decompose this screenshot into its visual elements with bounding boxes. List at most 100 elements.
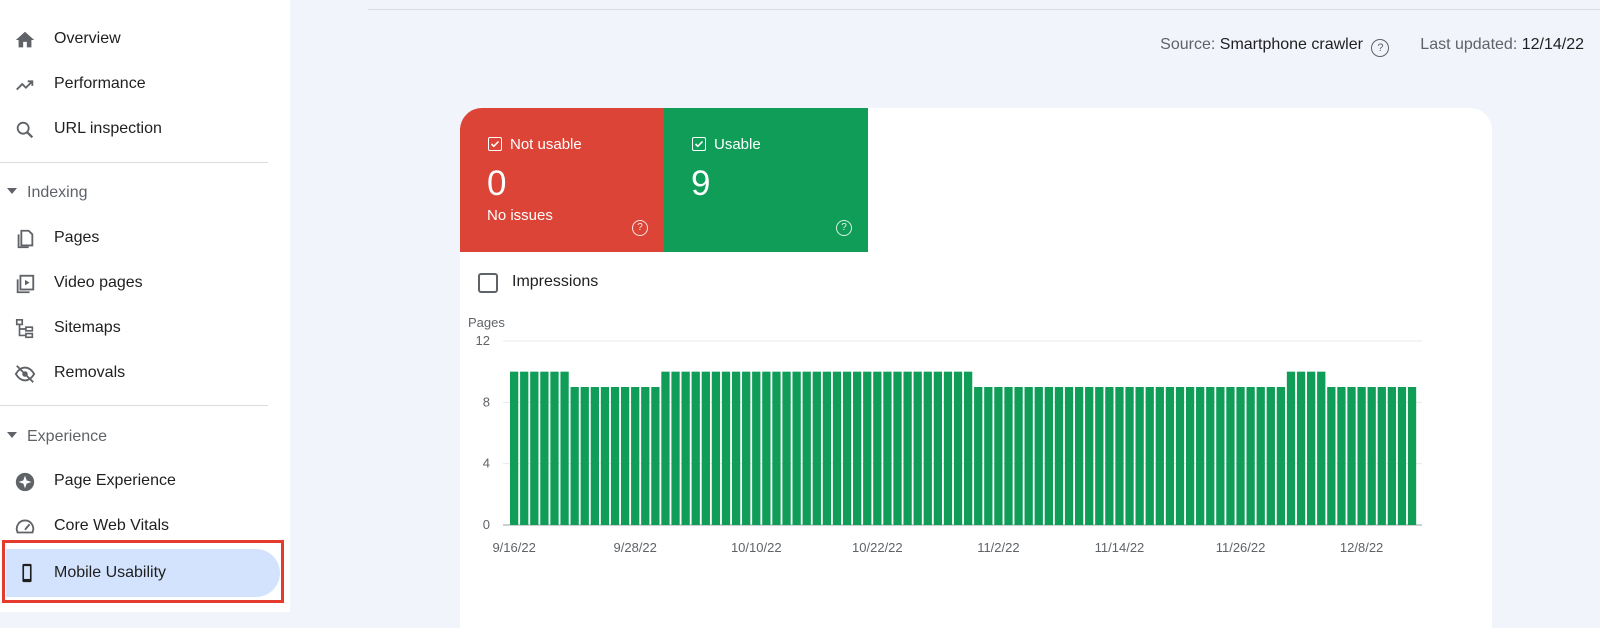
section-experience[interactable]: Experience <box>0 422 270 454</box>
bar <box>510 371 519 525</box>
help-icon[interactable]: ? <box>632 220 648 236</box>
bar <box>1286 371 1296 525</box>
divider <box>0 405 268 406</box>
x-tick-label: 9/16/22 <box>492 540 535 555</box>
section-label: Indexing <box>27 184 88 201</box>
sidebar-item-removals[interactable]: Removals <box>0 352 280 394</box>
bar <box>1054 387 1064 525</box>
bar <box>1226 387 1235 525</box>
bar <box>631 387 640 525</box>
sidebar-item-sitemaps[interactable]: Sitemaps <box>0 307 280 349</box>
bar <box>1307 371 1316 525</box>
checkbox-checked-icon[interactable] <box>692 137 706 151</box>
bar <box>1296 371 1306 525</box>
bar <box>1196 387 1205 525</box>
speedometer-icon <box>15 519 35 534</box>
bar <box>1074 387 1084 525</box>
bar <box>1014 387 1023 525</box>
sidebar-nav: Overview Performance URL inspection Inde… <box>0 0 290 612</box>
bar <box>964 371 973 525</box>
bar <box>893 371 902 525</box>
x-tick-label: 12/8/22 <box>1340 540 1383 555</box>
y-tick-label: 8 <box>483 394 490 409</box>
sidebar-item-overview[interactable]: Overview <box>0 18 280 60</box>
bar <box>853 371 862 525</box>
y-tick-label: 4 <box>483 456 490 471</box>
bar <box>1145 387 1154 525</box>
header-divider <box>368 9 1600 10</box>
bar <box>1185 387 1195 525</box>
bar <box>1317 371 1326 525</box>
not-usable-tile[interactable]: Not usable 0 No issues ? <box>460 108 664 252</box>
bar <box>1105 387 1114 525</box>
bar <box>1034 387 1043 525</box>
section-indexing[interactable]: Indexing <box>0 178 270 210</box>
sidebar-item-page-experience[interactable]: Page Experience <box>0 460 280 502</box>
pages-bar-chart: Pages 0 4 8 12 9/16/22 9/28/22 10/10/22 10/22/22… <box>468 318 1422 555</box>
tile-label: Usable <box>714 136 761 153</box>
impressions-checkbox[interactable] <box>478 273 498 293</box>
bar <box>943 371 953 525</box>
bar <box>742 371 751 525</box>
x-tick-label: 10/10/22 <box>731 540 782 555</box>
help-icon[interactable]: ? <box>836 220 852 236</box>
sidebar-item-core-web-vitals[interactable]: Core Web Vitals <box>0 505 280 547</box>
report-meta: Source: Smartphone crawler ? Last update… <box>1160 36 1584 57</box>
bar <box>1407 387 1417 525</box>
sidebar-item-mobile-usability[interactable]: Mobile Usability <box>6 549 280 597</box>
bar <box>530 371 539 525</box>
bar <box>842 371 852 525</box>
bar <box>994 387 1003 525</box>
highlight-box <box>2 540 284 603</box>
bar <box>782 371 791 525</box>
bar <box>1095 387 1104 525</box>
bar <box>822 371 832 525</box>
x-tick-label: 11/14/22 <box>1095 540 1145 555</box>
bar <box>1246 387 1255 525</box>
bar <box>772 371 781 525</box>
report-card: Not usable 0 No issues ? Usable 9 ? Impr… <box>460 108 1492 628</box>
sidebar-item-pages[interactable]: Pages <box>0 217 280 259</box>
pages-icon <box>17 229 34 249</box>
x-tick-label: 11/26/22 <box>1216 540 1266 555</box>
bar <box>1085 387 1094 525</box>
page-experience-icon <box>15 472 35 492</box>
sidebar-item-performance[interactable]: Performance <box>0 63 280 105</box>
x-tick-label: 9/28/22 <box>614 540 657 555</box>
bar <box>651 387 660 525</box>
bar <box>731 371 741 525</box>
bar <box>873 371 882 525</box>
tile-count: 0 <box>487 164 507 203</box>
usable-tile[interactable]: Usable 9 ? <box>664 108 868 252</box>
source-value: Smartphone crawler <box>1219 36 1363 53</box>
tile-subtitle: No issues <box>487 207 553 224</box>
bar <box>1175 387 1185 525</box>
bar <box>923 371 932 525</box>
bar <box>752 371 761 525</box>
bar <box>832 371 842 525</box>
bar <box>711 371 721 525</box>
checkbox-checked-icon[interactable] <box>488 137 502 151</box>
y-tick-label: 12 <box>476 333 490 348</box>
bar <box>671 371 680 525</box>
caret-down-icon <box>7 188 17 194</box>
bar <box>1347 387 1356 525</box>
sidebar-item-label: Performance <box>54 75 146 92</box>
bar <box>863 371 872 525</box>
bar <box>1266 387 1275 525</box>
sidebar-item-url-inspection[interactable]: URL inspection <box>0 108 280 150</box>
help-icon[interactable]: ? <box>1371 39 1390 57</box>
sidebar-item-label: Pages <box>54 229 100 246</box>
divider <box>0 162 268 163</box>
bar <box>580 387 589 525</box>
bar <box>610 387 620 525</box>
bar <box>812 371 821 525</box>
bar <box>1135 387 1144 525</box>
tile-label: Not usable <box>510 136 582 153</box>
sidebar-item-video-pages[interactable]: Video pages <box>0 262 280 304</box>
bar <box>1044 387 1053 525</box>
bar <box>1276 387 1286 525</box>
x-tick-label: 10/22/22 <box>852 540 903 555</box>
sidebar-item-label: Video pages <box>54 274 143 291</box>
bar <box>1155 387 1164 525</box>
